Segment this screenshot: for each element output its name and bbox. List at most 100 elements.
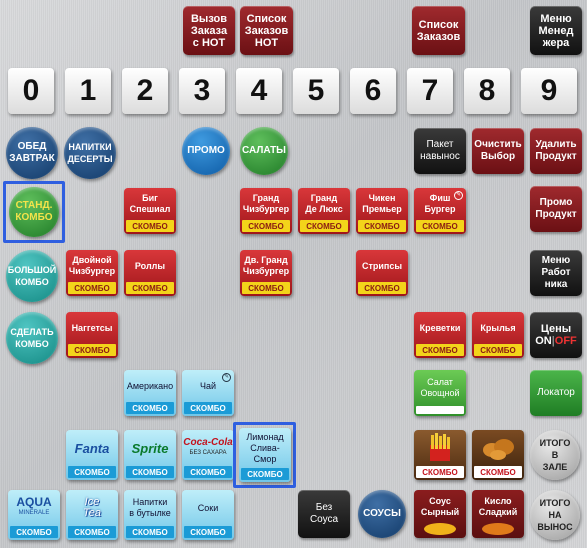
product-label: Фиш Бургер: [424, 193, 456, 214]
product-sprite[interactable]: Sprite СКОМБО: [124, 430, 176, 480]
product-fish-burger[interactable]: Фиш Бургер СКОМБО ✎: [414, 188, 466, 234]
combo-badge: СКОМБО: [358, 282, 406, 294]
chicken-image: [472, 430, 524, 466]
combo-badge: СКОМБО: [242, 220, 290, 232]
digit-5-button[interactable]: 5: [293, 68, 339, 114]
product-rolls[interactable]: Роллы СКОМБО: [124, 250, 176, 296]
breakfast-lunch-category[interactable]: ОБЕД ЗАВТРАК: [6, 127, 58, 179]
combo-badge: СКОМБО: [10, 526, 58, 538]
digit-8-button[interactable]: 8: [464, 68, 510, 114]
product-bottled-drinks[interactable]: Напитки в бутылке СКОМБО: [124, 490, 176, 540]
no-sauce-button[interactable]: Без Соуса: [298, 490, 350, 538]
product-big-special[interactable]: Биг Спешиал СКОМБО: [124, 188, 176, 234]
product-lemonade-plum[interactable]: Лимонад Слива-Смор СКОМБО: [239, 428, 291, 482]
product-nuggets[interactable]: Наггетсы СКОМБО: [66, 312, 118, 358]
combo-badge: СКОМБО: [126, 220, 174, 232]
combo-badge: СКОМБО: [300, 220, 348, 232]
combo-badge: СКОМБО: [416, 220, 464, 232]
product-double-grand-cheeseburger[interactable]: Дв. Гранд Чизбургер СКОМБО: [240, 250, 292, 296]
product-chicken-premier[interactable]: Чикен Премьер СКОМБО: [356, 188, 408, 234]
aqua-logo: AQUA MINERALE: [16, 495, 52, 516]
call-order-hot-button[interactable]: Вызов Заказа с НОТ: [183, 6, 235, 55]
product-label: Крылья: [480, 322, 516, 333]
sprite-logo: Sprite: [131, 440, 169, 456]
prices-toggle-button[interactable]: Цены ON|OFF: [530, 312, 582, 358]
product-tea[interactable]: Чай СКОМБО ✎: [182, 370, 234, 416]
clear-selection-button[interactable]: Очистить Выбор: [472, 128, 524, 174]
product-ice-tea[interactable]: Ice Tea СКОМБО: [66, 490, 118, 540]
product-chicken-bites[interactable]: СКОМБО: [472, 430, 524, 480]
digit-1-button[interactable]: 1: [65, 68, 111, 114]
product-americano[interactable]: Американо СКОМБО: [124, 370, 176, 416]
promo-category[interactable]: ПРОМО: [182, 127, 230, 175]
product-label: Наггетсы: [71, 322, 113, 333]
sauces-category[interactable]: СОУСЫ: [358, 490, 406, 538]
locator-button[interactable]: Локатор: [530, 370, 582, 416]
digit-7-button[interactable]: 7: [407, 68, 453, 114]
product-label: Напитки в бутылке: [129, 497, 171, 518]
total-takeaway-button[interactable]: ИТОГО НА ВЫНОС: [530, 490, 580, 540]
combo-badge: СКОМБО: [358, 220, 406, 232]
product-label: Лимонад Слива-Смор: [246, 431, 284, 464]
promo-product-button[interactable]: Промо Продукт: [530, 186, 582, 232]
product-juices[interactable]: Соки СКОМБО: [182, 490, 234, 540]
make-combo-category[interactable]: СДЕЛАТЬ КОМБО: [6, 312, 58, 364]
delete-product-button[interactable]: Удалить Продукт: [530, 128, 582, 174]
product-label: Соус Сырный: [420, 495, 460, 517]
prices-label: Цены: [540, 323, 572, 335]
sweet-sour-sauce-image: [482, 523, 514, 535]
product-double-cheeseburger[interactable]: Двойной Чизбургер СКОМБО: [66, 250, 118, 296]
edit-icon: ✎: [222, 373, 231, 382]
standard-combo-category[interactable]: СТАНД. КОМБО: [9, 187, 59, 237]
product-wings[interactable]: Крылья СКОМБО: [472, 312, 524, 358]
product-vegetable-salad[interactable]: Салат Овощной: [414, 370, 466, 416]
product-grand-deluxe[interactable]: Гранд Де Люкс СКОМБО: [298, 188, 350, 234]
digit-3-button[interactable]: 3: [179, 68, 225, 114]
product-label: Стрипсы: [361, 260, 403, 271]
product-label: Креветки: [419, 322, 461, 333]
combo-badge: СКОМБО: [184, 466, 232, 478]
product-label: Гранд Чизбургер: [242, 193, 290, 214]
product-label: Чай: [199, 380, 217, 391]
product-fanta[interactable]: Fanta СКОМБО: [66, 430, 118, 480]
manager-menu-button[interactable]: Меню Менед жера: [530, 6, 582, 55]
selection-frame: [3, 181, 65, 243]
digit-2-button[interactable]: 2: [122, 68, 168, 114]
product-cocacola[interactable]: Coca-Cola БЕЗ САХАРА СКОМБО: [182, 430, 234, 480]
product-cheese-sauce[interactable]: Соус Сырный: [414, 490, 466, 538]
big-combo-category[interactable]: БОЛЬШОЙ КОМБО: [6, 250, 58, 302]
digit-0-button[interactable]: 0: [8, 68, 54, 114]
drinks-desserts-category[interactable]: НАПИТКИ ДЕСЕРТЫ: [64, 127, 116, 179]
cocacola-logo: Coca-Cola БЕЗ САХАРА: [183, 437, 233, 456]
combo-badge: СКОМБО: [126, 526, 174, 538]
product-sweet-sour-sauce[interactable]: Кисло Сладкий: [472, 490, 524, 538]
icetea-logo: Ice Tea: [83, 496, 101, 519]
combo-badge: СКОМБО: [416, 466, 464, 478]
product-shrimp[interactable]: Креветки СКОМБО: [414, 312, 466, 358]
takeaway-bag-button[interactable]: Пакет навынос: [414, 128, 466, 174]
product-fries[interactable]: СКОМБО: [414, 430, 466, 480]
combo-badge: СКОМБО: [126, 282, 174, 294]
digit-9-button[interactable]: 9: [521, 68, 577, 114]
combo-badge: СКОМБО: [126, 402, 174, 414]
product-label: Роллы: [134, 260, 166, 271]
product-grand-cheeseburger[interactable]: Гранд Чизбургер СКОМБО: [240, 188, 292, 234]
digit-4-button[interactable]: 4: [236, 68, 282, 114]
prices-on-off: ON|OFF: [535, 335, 577, 347]
edit-icon: ✎: [454, 191, 463, 200]
selection-frame: [233, 422, 296, 488]
order-list-hot-button[interactable]: Список Заказов НОТ: [240, 6, 293, 55]
total-dine-in-button[interactable]: ИТОГО В ЗАЛЕ: [530, 430, 580, 480]
product-strips[interactable]: Стрипсы СКОМБО: [356, 250, 408, 296]
crew-menu-button[interactable]: Меню Работ ника: [530, 250, 582, 296]
product-aqua-minerale[interactable]: AQUA MINERALE СКОМБО: [8, 490, 60, 540]
order-list-button[interactable]: Список Заказов: [412, 6, 465, 55]
salads-category[interactable]: САЛАТЫ: [240, 127, 288, 175]
combo-badge: СКОМБО: [474, 344, 522, 356]
combo-badge-blank: [416, 406, 464, 414]
combo-badge: СКОМБО: [416, 344, 464, 356]
combo-badge: СКОМБО: [184, 402, 232, 414]
digit-6-button[interactable]: 6: [350, 68, 396, 114]
product-label: Американо: [126, 380, 174, 391]
product-label: Гранд Де Люкс: [305, 193, 343, 214]
